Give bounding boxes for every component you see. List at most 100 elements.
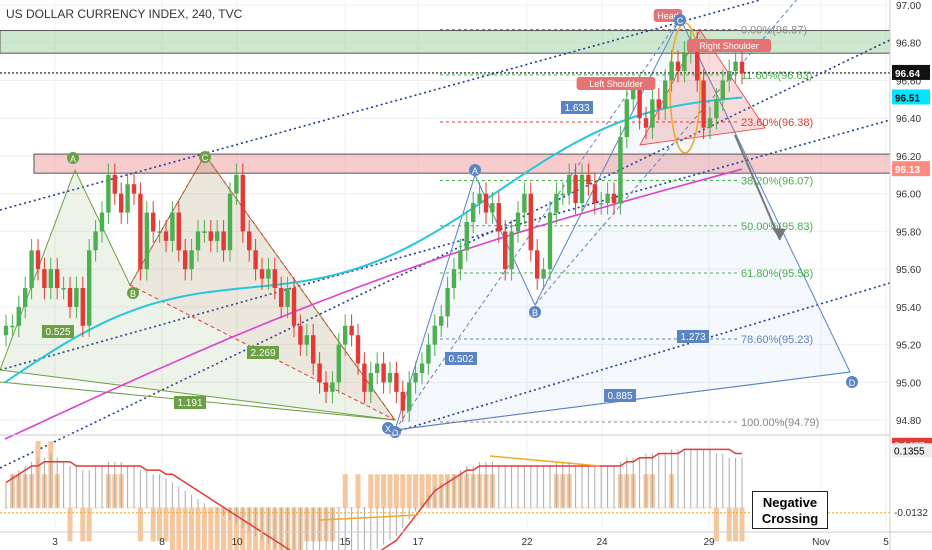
candle-body [554,193,559,213]
candle-body [3,325,9,336]
candle-body [631,89,636,100]
candle-body [16,306,21,326]
ratio-label-bg [445,352,477,365]
macd-histogram-bar [131,507,137,509]
macd-histogram-bar [99,507,105,509]
candle-body [253,250,258,270]
candle-body [567,174,572,194]
fib-label: 78.60%(95.23) [741,334,813,346]
candle-body [675,61,681,72]
candle-body [125,184,130,213]
candle-body [573,174,578,204]
harmonic-point [674,14,686,26]
candle-body [48,269,53,289]
candle-body [707,118,713,128]
candle-body [240,174,245,232]
macd-histogram-bar [73,507,79,509]
candle-body [112,174,117,194]
harmonic-point-label: D [849,378,856,388]
candle-body [439,316,444,326]
macd-histogram-bar [144,507,150,509]
candle-body [208,231,213,241]
x-tick-label: 15 [339,537,351,548]
macd-histogram-bar [182,507,188,550]
candle-body [592,184,597,204]
macd-histogram-bar [387,474,393,509]
candle-body [42,269,47,289]
candle-body [176,212,181,251]
macd-tag [892,504,932,519]
macd-histogram-bar [598,507,604,509]
candle-body [419,363,425,373]
candle-body [413,372,418,383]
candle-body [663,80,668,109]
candle-body [599,203,604,205]
candle-body [298,325,303,345]
candle-body [656,99,661,109]
pattern-label-bg [686,39,772,52]
harmonic-point-label: X [385,424,391,434]
macd-histogram-bar [163,507,169,542]
x-tick-label: 22 [521,537,533,548]
candle-body [522,193,527,213]
candle-body [387,372,393,383]
candle-body [163,231,169,241]
harmonic-point [469,164,481,176]
candle-body [669,61,674,81]
macd-histogram-bar [592,507,598,509]
harmonic-pattern-green [0,154,397,421]
macd-histogram-bar [214,507,220,550]
macd-histogram-bar [86,507,92,542]
candle-body [74,288,79,307]
candle-body [695,42,700,81]
candle-body [560,193,565,196]
macd-histogram-bar [521,507,527,509]
candle-body [106,174,111,213]
x-tick-label: 17 [412,537,424,548]
candle-body [93,231,98,251]
pattern-label: Right Shoulder [699,41,759,51]
macd-histogram-bar [707,507,713,509]
candle-body [547,212,553,270]
macd-tag-label: -0.0132 [894,508,928,519]
x-tick-label: 3 [52,537,58,548]
ratio-label: 1.273 [680,332,705,343]
y-tick-label: 95.40 [896,303,921,314]
candle-body [362,363,367,392]
macd-histogram-bar [227,507,233,550]
ratio-label: 1.191 [177,398,202,409]
candle-body [317,363,322,383]
candle-body [682,52,687,72]
y-tick-label: 96.20 [896,152,921,163]
macd-tag [892,443,932,458]
y-tick-label: 96.80 [896,39,921,50]
x-tick-label: 8 [159,537,165,548]
price-tag [892,161,930,177]
macd-histogram-bar [374,474,380,509]
harmonic-point-label: D [392,428,399,438]
macd-histogram-bar [157,507,163,542]
macd-histogram-bar [573,507,579,509]
harmonic-point-label: C [202,153,209,163]
candle-body [720,80,725,100]
candle-body [61,288,66,290]
macd-histogram-bar [585,507,591,509]
candle-body [131,184,137,194]
macd-histogram-bar [393,474,399,509]
candle-body [535,250,540,279]
candle-body [55,269,60,289]
macd-histogram-bar [195,507,201,550]
macd-histogram-bar [67,507,73,542]
channel-line [0,119,891,371]
ratio-label-bg [42,325,74,338]
macd-histogram-bar [150,507,156,542]
candle-body [605,193,610,204]
fib-label: 0.00%(96.87) [741,25,807,37]
macd-histogram-bar [137,507,143,542]
candle-body [490,203,495,213]
macd-histogram-bar [681,507,687,509]
x-tick-label: 10 [231,537,243,548]
macd-histogram-bar [221,507,227,550]
